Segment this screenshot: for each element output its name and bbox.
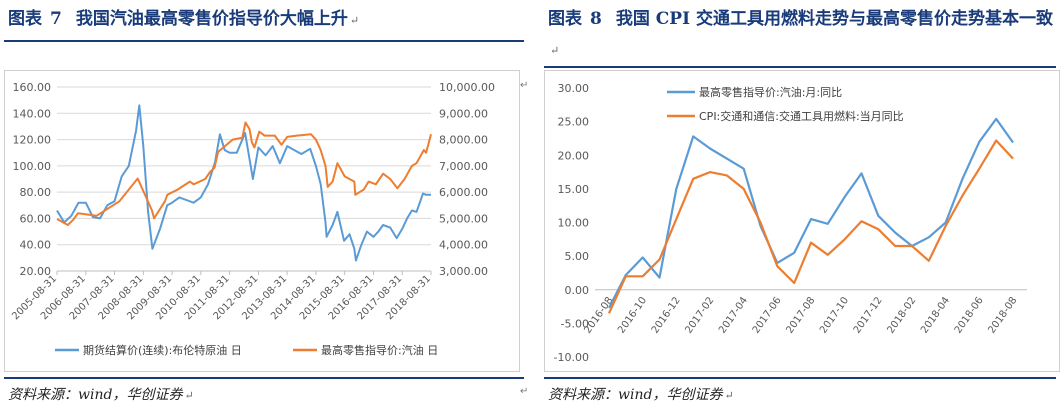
figure-7-title: 图表 7 我国汽油最高零售价指导价大幅上升 ↵ [8,4,359,36]
y-left-tick-label: 80.00 [20,186,52,199]
y-left-tick-label: 120.00 [13,134,52,147]
y-left-tick-label: 160.00 [13,81,52,94]
figure-7-title-prefix: 图表 [8,9,42,29]
x-tick-label: 2017-06 [751,295,784,336]
figure-7-title-text: 我国汽油最高零售价指导价大幅上升 [75,9,348,29]
figure-7-panel: 图表 7 我国汽油最高零售价指导价大幅上升 ↵ 20.00 40.00 60.00 80.0… [0,0,530,419]
x-tick-label: 2018-06 [953,295,986,336]
x-tick-label: 2018-08 [986,295,1019,336]
paragraph-mark-icon: ↵ [520,386,529,397]
gasoline-yoy-series-line [608,117,1014,309]
legend-label: 最高零售指导价:汽油:月:同比 [699,85,842,99]
x-tick-label: 2016-08 [582,295,615,336]
brent-series-line [56,104,431,262]
y-tick-label: 25.00 [558,116,590,129]
legend-label: CPI:交通和通信:交通工具用燃料:当月同比 [699,109,904,123]
y-left-tick-label: 20.00 [20,265,52,278]
x-tick-label: 2017-04 [717,295,750,336]
y-right-tick-label: 9,000.00 [439,107,488,120]
y-right-tick-label: 5,000.00 [439,212,488,225]
y-left-tick-label: 140.00 [13,107,52,120]
y-left-tick-label: 40.00 [20,239,52,252]
y-tick-label: 30.00 [558,82,590,95]
x-tick-label: 2018-02 [885,295,918,336]
figure-8-title-prefix: 图表 [548,9,582,29]
x-tick-label: 2018-04 [919,295,952,336]
figure-8-chart-frame: -10.00 -5.00 0.00 5.00 10.00 15.00 20.00 25.00 3… [544,70,1060,372]
y-right-tick-label: 10,000.00 [439,81,495,94]
figure-8-panel: 图表 8 我国 CPI 交通工具用燃料走势与最高零售价走势基本一致↵ -10.00-… [540,0,1062,419]
source-rule [4,377,524,379]
source-rule [544,377,1056,379]
figure-7-chart-frame: 20.00 40.00 60.00 80.00 100.00 120.00 140.00 16… [4,70,520,372]
y-tick-label: 0.00 [565,284,590,297]
legend-label: 期货结算价(连续):布伦特原油 日 [83,343,242,357]
x-tick-label: 2017-02 [683,295,716,336]
y-tick-label: -5.00 [561,317,589,330]
figure-7-source-text: 资料来源：wind，华创证券 [8,387,183,403]
y-tick-label: -10.00 [554,351,589,364]
figure-8-chart: -10.00 -5.00 0.00 5.00 10.00 15.00 20.00 25.00 3… [554,82,1027,364]
x-tick-label: 2017-12 [852,295,885,336]
paragraph-mark-icon: ↵ [520,80,529,91]
x-tick-label: 2017-08 [784,295,817,336]
y-right-tick-label: 7,000.00 [439,160,488,173]
figure-8-number: 8 [590,9,602,29]
x-tick-label: 2016-12 [650,295,683,336]
y-right-tick-label: 4,000.00 [439,239,488,252]
title-underline [544,66,1056,68]
y-right-tick-label: 3,000.00 [439,265,488,278]
gasoline-price-series-line [56,121,432,226]
figure-8-title: 图表 8 我国 CPI 交通工具用燃料走势与最高零售价走势基本一致 ↵ [548,4,1062,66]
y-tick-label: 15.00 [558,183,590,196]
figure-7-source: 资料来源：wind，华创证券 ↵ [8,384,194,404]
figure-8-source-text: 资料来源：wind，华创证券 [548,387,723,403]
figure-7-number: 7 [50,9,62,29]
paragraph-mark-icon: ↵ [349,14,360,27]
paragraph-mark-icon: ↵ [724,389,734,402]
y-left-tick-label: 60.00 [20,212,52,225]
y-tick-label: 5.00 [565,250,590,263]
figure-8-title-text: 我国 CPI 交通工具用燃料走势与最高零售价走势基本一致 [615,9,1053,29]
paragraph-mark-icon: ↵ [184,389,194,402]
y-tick-label: 20.00 [558,149,590,162]
y-right-tick-label: 8,000.00 [439,134,488,147]
x-tick-label: 2016-10 [616,295,649,336]
legend-label: 最高零售指导价:汽油 日 [321,343,438,357]
figure-7-chart: 20.00 40.00 60.00 80.00 100.00 120.00 140.00 16… [10,81,495,357]
title-underline [4,40,524,42]
y-tick-label: 10.00 [558,217,590,230]
x-tick-label: 2017-10 [818,295,851,336]
cpi-fuel-series-line [607,139,1014,314]
paragraph-mark-icon: ↵ [550,44,560,57]
figure-8-source: 资料来源：wind，华创证券 ↵ [548,384,734,404]
y-left-tick-label: 100.00 [13,160,52,173]
y-right-tick-label: 6,000.00 [439,186,488,199]
